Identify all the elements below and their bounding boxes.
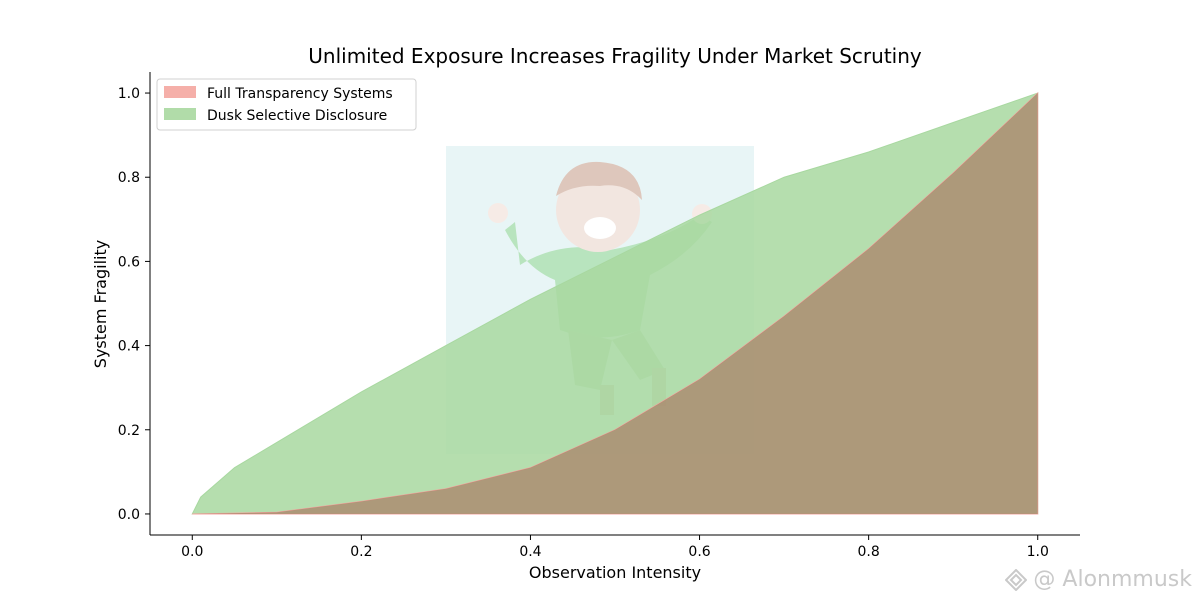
x-tick-label: 0.2 bbox=[350, 544, 372, 560]
legend-label-dusk-selective: Dusk Selective Disclosure bbox=[207, 108, 387, 124]
y-tick-label: 0.8 bbox=[118, 170, 140, 186]
y-ticks: 0.0 0.2 0.4 0.6 0.8 1.0 bbox=[118, 86, 150, 523]
chart-title: Unlimited Exposure Increases Fragility U… bbox=[308, 44, 922, 68]
x-tick-label: 0.0 bbox=[181, 544, 203, 560]
x-ticks: 0.0 0.2 0.4 0.6 0.8 1.0 bbox=[181, 535, 1049, 560]
x-tick-label: 0.4 bbox=[519, 544, 541, 560]
y-tick-label: 0.6 bbox=[118, 254, 140, 270]
legend-label-full-transparency: Full Transparency Systems bbox=[207, 86, 393, 102]
y-axis-label: System Fragility bbox=[91, 240, 110, 368]
watermark-text: @ Alonmmusk bbox=[1033, 567, 1192, 592]
x-axis-label: Observation Intensity bbox=[529, 563, 701, 582]
legend-box bbox=[156, 78, 417, 131]
binance-square-logo-icon bbox=[1005, 568, 1028, 591]
y-tick-label: 0.0 bbox=[118, 507, 140, 523]
area-overlap-blend bbox=[192, 93, 1038, 514]
plot-area bbox=[191, 91, 1039, 515]
legend-swatch-dusk-selective bbox=[164, 108, 196, 120]
x-tick-label: 1.0 bbox=[1027, 544, 1049, 560]
legend-swatch-full-transparency bbox=[164, 86, 196, 98]
x-tick-label: 0.6 bbox=[688, 544, 710, 560]
legend: Full Transparency Systems Dusk Selective… bbox=[156, 78, 417, 131]
y-tick-label: 0.4 bbox=[118, 339, 140, 355]
x-tick-label: 0.8 bbox=[858, 544, 880, 560]
watermark: @ Alonmmusk bbox=[1005, 567, 1192, 592]
y-tick-label: 1.0 bbox=[118, 86, 140, 102]
y-tick-label: 0.2 bbox=[118, 423, 140, 439]
